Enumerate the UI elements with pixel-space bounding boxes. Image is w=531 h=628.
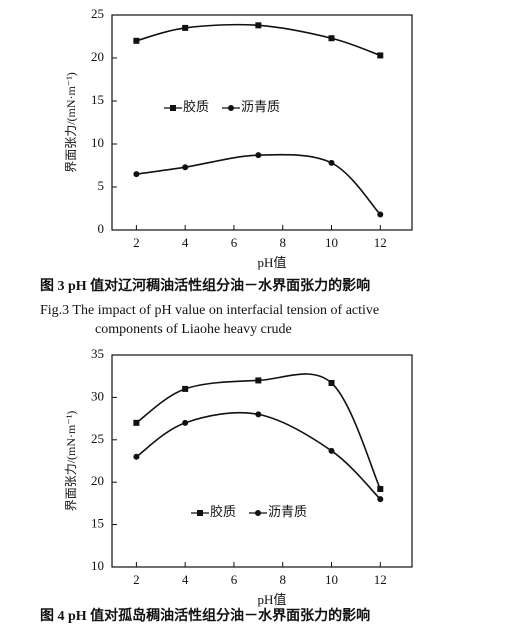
- legend-marker: [228, 105, 234, 111]
- x-tick-label: 8: [279, 572, 286, 587]
- point: [328, 379, 335, 386]
- x-tick-label: 12: [374, 235, 387, 250]
- x-tick-label: 6: [231, 235, 238, 250]
- x-tick-label: 12: [374, 572, 387, 587]
- y-tick-label: 20: [91, 49, 104, 64]
- point: [377, 485, 384, 492]
- point: [328, 35, 335, 42]
- x-tick-label: 4: [182, 235, 189, 250]
- series-line: [135, 373, 382, 490]
- y-tick-label: 15: [91, 92, 104, 107]
- point: [133, 171, 140, 178]
- point: [377, 496, 384, 503]
- x-tick-label: 10: [325, 572, 338, 587]
- x-tick-label: 2: [133, 572, 140, 587]
- y-tick-label: 30: [91, 388, 104, 403]
- point: [255, 377, 262, 384]
- y-tick-label: 35: [91, 346, 104, 361]
- y-tick-label: 10: [91, 135, 104, 150]
- plot-frame: [111, 354, 413, 568]
- legend-marker: [197, 510, 203, 516]
- point: [182, 164, 189, 171]
- caption-en: Fig.3 The impact of pH value on interfac…: [40, 303, 379, 318]
- y-tick-label: 15: [91, 516, 104, 531]
- legend-label: 胶质: [210, 504, 236, 519]
- x-tick-label: 8: [279, 235, 286, 250]
- y-tick-label: 20: [91, 473, 104, 488]
- point: [377, 52, 384, 59]
- legend-marker: [170, 105, 176, 111]
- point: [328, 447, 335, 454]
- plot-frame: [111, 14, 413, 231]
- point: [328, 159, 335, 166]
- x-tick-label: 6: [231, 572, 238, 587]
- x-tick-label: 4: [182, 572, 189, 587]
- point: [133, 453, 140, 460]
- point: [182, 385, 189, 392]
- series-line: [135, 411, 381, 500]
- y-axis-label: 界面张力/(mN·m⁻¹): [64, 72, 78, 173]
- point: [377, 211, 384, 218]
- caption-en: components of Liaohe heavy crude: [95, 322, 292, 337]
- y-axis-label: 界面张力/(mN·m⁻¹): [64, 411, 78, 512]
- y-tick-label: 10: [91, 558, 104, 573]
- y-tick-label: 0: [98, 221, 105, 236]
- y-tick-label: 25: [91, 6, 104, 21]
- x-axis-label: pH值: [258, 255, 287, 270]
- x-tick-label: 2: [133, 235, 140, 250]
- caption-cn: 图 3 pH 值对辽河稠油活性组分油－水界面张力的影响: [40, 277, 370, 294]
- point: [133, 419, 140, 426]
- y-tick-label: 25: [91, 431, 104, 446]
- point: [182, 419, 189, 426]
- series-line: [136, 153, 381, 216]
- point: [255, 152, 262, 159]
- point: [133, 37, 140, 44]
- point: [182, 24, 189, 31]
- caption-cn: 图 4 pH 值对孤岛稠油活性组分油－水界面张力的影响: [40, 607, 370, 624]
- legend-label: 沥青质: [268, 504, 307, 519]
- y-tick-label: 5: [98, 178, 105, 193]
- legend-label: 沥青质: [241, 99, 280, 114]
- x-tick-label: 10: [325, 235, 338, 250]
- point: [255, 22, 262, 29]
- x-axis-label: pH值: [258, 592, 287, 607]
- legend-marker: [255, 510, 261, 516]
- point: [255, 411, 262, 418]
- legend-label: 胶质: [183, 99, 209, 114]
- series-line: [136, 23, 381, 57]
